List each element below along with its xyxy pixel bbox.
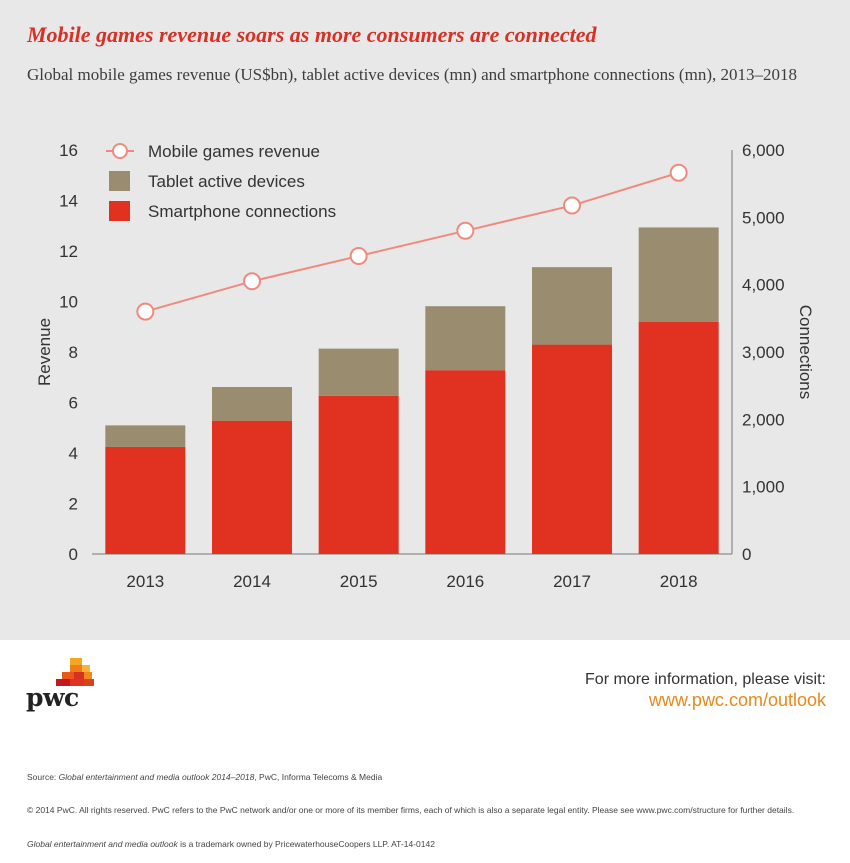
- x-axis-tick-label: 2015: [340, 572, 378, 591]
- smartphone-bar: [425, 370, 506, 554]
- revenue-line: [145, 171, 679, 313]
- source-prefix: Source:: [27, 772, 59, 782]
- smartphone-bar: [318, 395, 399, 554]
- chart-title: Mobile games revenue soars as more consu…: [27, 22, 597, 47]
- trademark-note: Global entertainment and media outlook i…: [27, 839, 827, 850]
- tablet-bar: [532, 267, 612, 345]
- right-axis-tick-label: 4,000: [742, 276, 785, 295]
- revenue-point: [563, 196, 581, 215]
- revenue-point: [456, 221, 475, 240]
- revenue-point: [136, 302, 155, 321]
- right-axis-tick-label: 1,000: [742, 478, 785, 497]
- info-link[interactable]: www.pwc.com/outlook: [648, 690, 826, 710]
- smartphone-bar: [638, 321, 719, 554]
- left-axis-tick-label: 4: [69, 444, 78, 463]
- left-axis-tick-label: 10: [59, 293, 78, 312]
- chart: 0 2 4 6 8 10 12 14 16 0 1,000 2,000 3,000 4,000 5,000 6…: [35, 141, 815, 591]
- x-axis-tick-label: 2014: [233, 572, 271, 591]
- tablet-bar: [318, 348, 399, 396]
- left-axis-tick-label: 12: [59, 242, 78, 261]
- left-axis-tick-label: 6: [69, 394, 78, 413]
- left-axis-tick-label: 14: [59, 192, 78, 211]
- tablet-bar: [212, 387, 292, 421]
- revenue-point: [243, 272, 261, 291]
- chart-subtitle: Global mobile games revenue (US$bn), tab…: [27, 65, 797, 84]
- trademark-rest: is a trademark owned by PricewaterhouseC…: [177, 839, 435, 849]
- smartphone-bar: [212, 420, 292, 554]
- right-axis-tick-label: 3,000: [742, 343, 785, 362]
- trademark-title: Global entertainment and media outlook: [27, 839, 178, 849]
- left-axis-title: Revenue: [35, 318, 54, 386]
- x-axis-tick-label: 2013: [126, 572, 164, 591]
- left-axis-tick-label: 8: [69, 343, 78, 362]
- info-label: For more information, please visit:: [585, 671, 826, 688]
- right-axis-title: Connections: [796, 305, 815, 400]
- tablet-bar: [105, 425, 186, 447]
- legend-tablet-swatch: [109, 171, 130, 191]
- legend-label: Tablet active devices: [148, 172, 305, 191]
- revenue-point: [349, 247, 368, 266]
- right-axis-tick-label: 2,000: [742, 410, 785, 429]
- copyright-note: © 2014 PwC. All rights reserved. PwC ref…: [27, 805, 795, 815]
- legend-smartphone-swatch: [109, 201, 130, 221]
- legend-revenue-marker-icon: [112, 143, 128, 159]
- smartphone-bar: [105, 446, 186, 554]
- x-axis-tick-label: 2018: [660, 572, 698, 591]
- smartphone-bar: [532, 344, 612, 554]
- pwc-logo: pwc: [26, 658, 106, 718]
- right-axis-tick-label: 6,000: [742, 141, 785, 160]
- x-axis-tick-label: 2016: [446, 572, 484, 591]
- right-axis-tick-label: 5,000: [742, 208, 785, 227]
- source-title: Global entertainment and media outlook 2…: [58, 772, 255, 782]
- tablet-bar: [425, 306, 506, 371]
- pwc-logo-text: pwc: [26, 683, 79, 712]
- right-axis-tick-label: 0: [742, 545, 751, 564]
- revenue-point: [669, 163, 688, 182]
- source-note: Source: Global entertainment and media o…: [27, 772, 827, 783]
- legend-label: Smartphone connections: [148, 202, 336, 221]
- left-axis-tick-label: 16: [59, 141, 78, 160]
- left-axis-tick-label: 0: [69, 545, 78, 564]
- legend-label: Mobile games revenue: [148, 142, 320, 161]
- left-axis-tick-label: 2: [69, 495, 78, 514]
- source-rest: , PwC, Informa Telecoms & Media: [254, 772, 383, 782]
- pwc-logo-mark-icon: [56, 658, 94, 686]
- tablet-bar: [638, 227, 719, 322]
- x-axis-tick-label: 2017: [553, 572, 591, 591]
